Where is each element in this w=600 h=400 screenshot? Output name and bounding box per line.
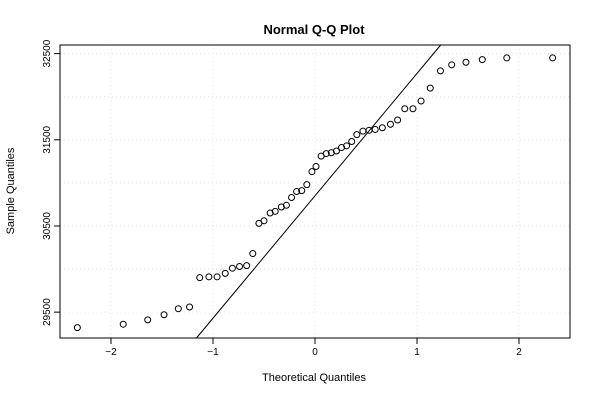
data-point-37 [378,124,386,132]
data-point-45 [448,61,456,69]
y-tick-label-0: 29500 [42,298,53,326]
data-point-5 [186,303,194,311]
data-point-23 [303,181,311,189]
y-axis-label: Sample Quantiles [5,147,17,234]
data-point-11 [236,262,244,270]
data-point-9 [221,269,229,277]
data-point-38 [386,120,394,128]
data-point-39 [394,116,402,124]
data-point-2 [144,316,152,324]
data-point-15 [260,217,268,225]
data-point-10 [228,264,236,272]
x-axis-label: Theoretical Quantiles [262,372,366,384]
x-tick-label-3: 1 [414,347,420,358]
data-point-20 [288,194,296,202]
y-tick-label-3: 32500 [42,39,53,67]
data-point-6 [196,274,204,282]
data-point-25 [312,163,320,171]
data-point-12 [243,262,251,270]
data-point-32 [348,138,356,146]
data-point-34 [359,127,367,135]
y-tick-label-1: 30500 [42,212,53,240]
x-tick-label-1: −1 [207,347,219,358]
x-tick-label-4: 2 [516,347,522,358]
data-point-17 [271,207,279,215]
chart-title: Normal Q-Q Plot [263,22,365,37]
data-point-7 [205,273,213,281]
qq-reference-line [196,44,442,339]
x-tick-label-0: −2 [105,347,117,358]
data-point-1 [119,320,127,328]
data-point-3 [160,311,168,319]
data-point-33 [353,131,361,139]
data-point-21 [293,188,301,195]
grid [60,45,570,338]
data-point-4 [174,305,182,313]
data-point-13 [249,250,257,258]
data-point-31 [343,142,351,150]
data-point-41 [409,105,417,113]
data-point-47 [478,56,486,64]
data-point-24 [308,168,316,176]
x-axis: −2 −1 0 1 2 [105,338,522,358]
plot-frame [59,44,571,339]
data-point-27 [322,150,330,158]
data-point-8 [213,273,221,281]
data-point-40 [401,105,409,113]
reference-line-group [196,44,442,339]
data-point-49 [549,54,557,62]
data-point-0 [73,324,81,332]
data-point-43 [426,84,434,92]
data-point-36 [371,125,379,133]
y-tick-label-2: 31500 [42,125,53,153]
data-point-44 [436,67,444,75]
y-axis: 29500 30500 31500 32500 [42,39,60,326]
data-point-22 [298,187,306,195]
data-points [73,54,557,332]
data-point-19 [282,201,290,209]
x-tick-label-2: 0 [312,347,318,358]
data-point-48 [503,54,511,62]
data-point-46 [462,58,470,66]
data-point-42 [417,97,425,105]
data-point-29 [332,147,340,155]
